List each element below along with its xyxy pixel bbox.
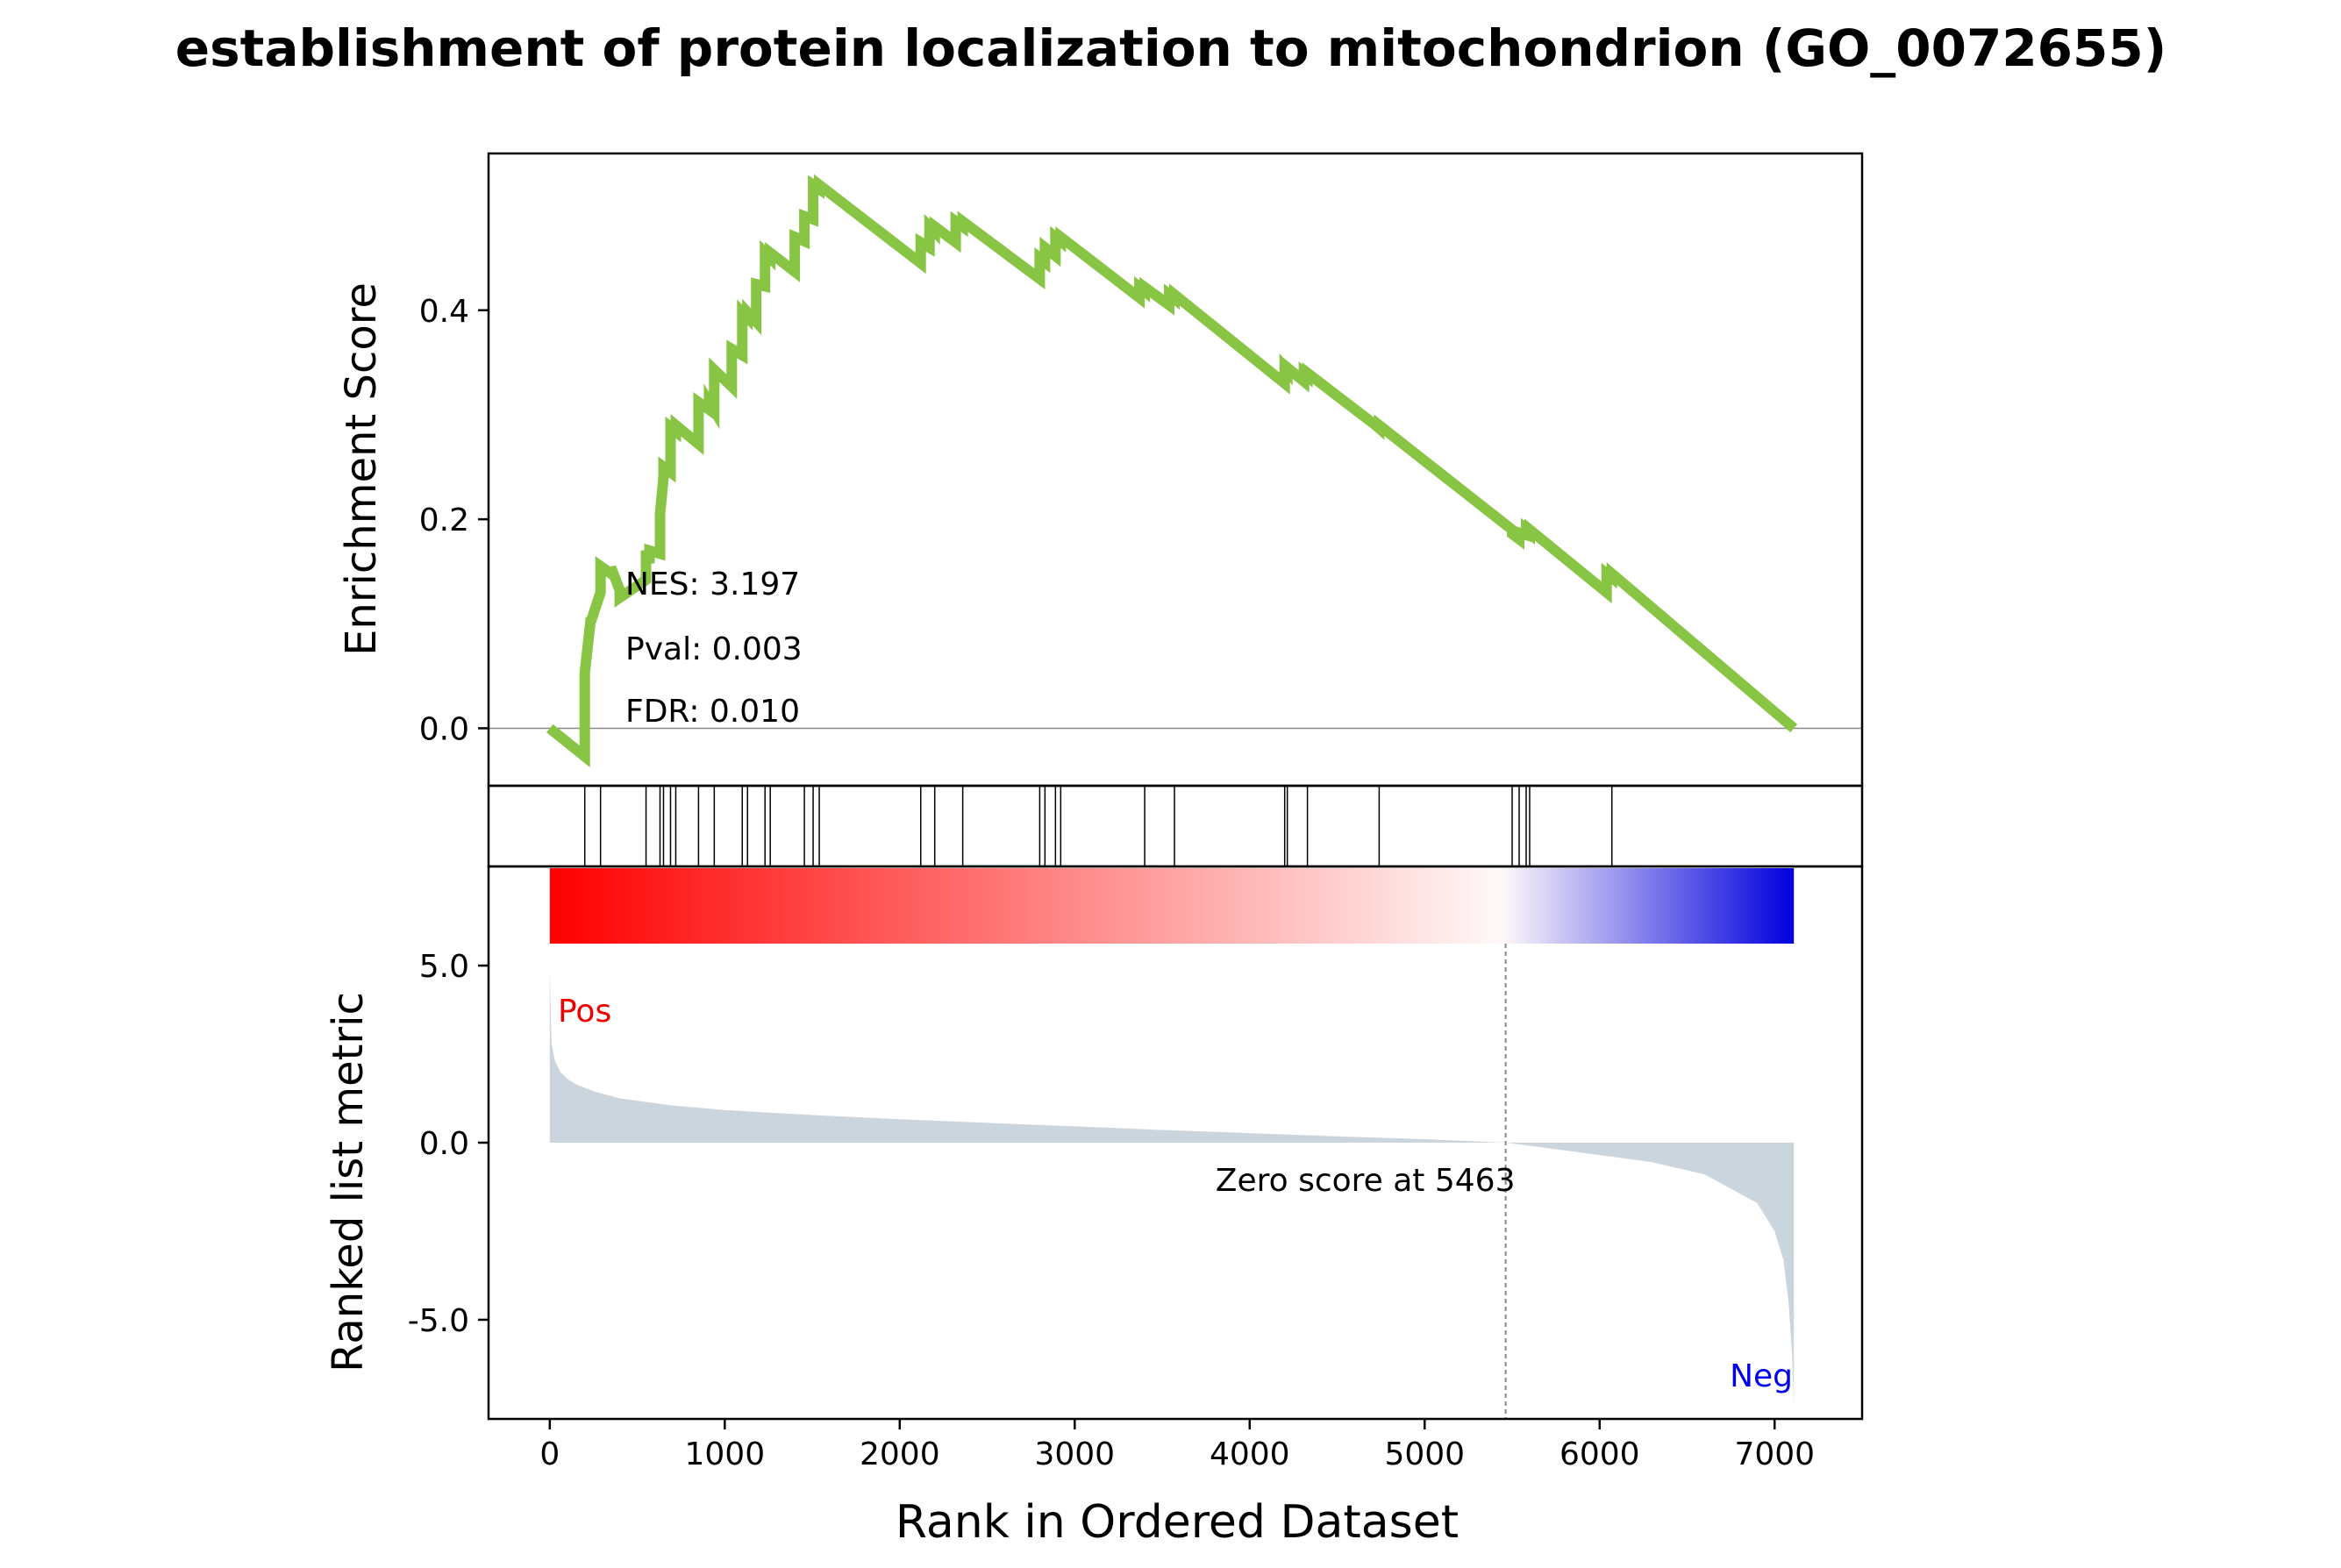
x-tick-label: 1000	[684, 1436, 765, 1472]
es-y-tick-label: 0.4	[419, 294, 469, 330]
ranked-metric-panel-frame	[487, 865, 1864, 1421]
gene-hit-lines	[583, 786, 1613, 866]
enrichment-score-line	[546, 174, 1798, 768]
es-y-tick-label: 0.0	[419, 711, 469, 747]
ranked-metric-area	[549, 969, 1795, 1405]
rm-y-axis-ticks: 5.0 0.0 -5.0	[408, 949, 489, 1339]
x-tick-label: 5000	[1384, 1436, 1465, 1472]
x-tick-label: 4000	[1210, 1436, 1290, 1472]
x-tick-label: 2000	[860, 1436, 940, 1472]
x-tick-label: 7000	[1734, 1436, 1815, 1472]
pval-annotation: Pval: 0.003	[625, 631, 803, 667]
enrichment-panel-frame	[487, 152, 1864, 788]
hits-panel-frame	[487, 784, 1864, 868]
x-tick-label: 0	[539, 1436, 560, 1472]
x-axis-ticks: 0 1000 2000 3000 4000 5000 6000 7000	[539, 1419, 1815, 1472]
enrichment-panel: 0.0 0.2 0.4 NES: 3.197 Pval: 0.003 FDR: 0.…	[337, 152, 1864, 788]
ranked-metric-label: Ranked list metric	[324, 992, 373, 1372]
x-axis-label: Rank in Ordered Dataset	[896, 1496, 1459, 1549]
chart-title: establishment of protein localization to…	[175, 18, 2167, 78]
x-tick-label: 6000	[1559, 1436, 1640, 1472]
es-y-tick-label: 0.2	[419, 502, 469, 538]
enrichment-score-label: Enrichment Score	[337, 282, 386, 656]
ranked-metric-panel: Zero score at 5463 Pos Neg 5.0 0.0 -5.0 Ra…	[324, 865, 1864, 1421]
fdr-annotation: FDR: 0.010	[625, 694, 800, 730]
neg-label: Neg	[1730, 1358, 1793, 1394]
es-y-axis-ticks: 0.0 0.2 0.4	[419, 294, 489, 747]
rank-colorbar	[549, 868, 1795, 944]
pos-label: Pos	[558, 994, 611, 1030]
rm-y-tick-label: -5.0	[408, 1303, 469, 1339]
rm-y-tick-label: 5.0	[419, 949, 469, 985]
rm-y-tick-label: 0.0	[419, 1126, 469, 1162]
nes-annotation: NES: 3.197	[625, 567, 800, 602]
x-tick-label: 3000	[1034, 1436, 1115, 1472]
hits-panel	[487, 784, 1864, 868]
zero-cross-label: Zero score at 5463	[1216, 1163, 1516, 1199]
